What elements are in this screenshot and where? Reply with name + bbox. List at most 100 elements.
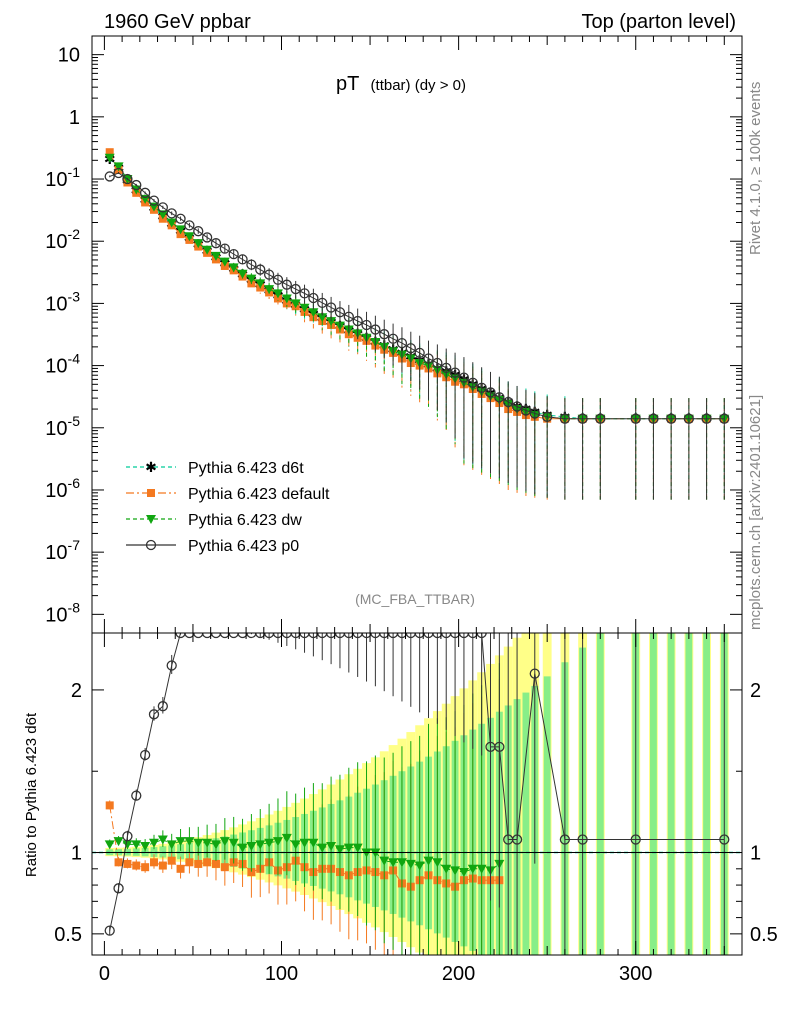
ratio-1-point (157, 835, 168, 845)
ratio-2-point (317, 633, 328, 639)
xtick-label: 200 (442, 963, 475, 985)
series-2-point (326, 317, 337, 327)
series-3-point (630, 413, 641, 424)
series-line-0 (109, 158, 725, 420)
ratio-2-point (352, 633, 363, 639)
ratio-1-point (166, 840, 177, 850)
ratio-2-point (423, 633, 434, 639)
main-ytick-exponent: -2 (68, 226, 81, 242)
series-3-point (511, 401, 523, 412)
ratio-2-point (246, 633, 257, 639)
series-3-point (520, 405, 532, 416)
ratio-2-point (361, 633, 372, 639)
ratio-1-point (414, 861, 425, 871)
ratio-band-green (543, 676, 551, 955)
main-ytick-label: 10-8 (45, 599, 80, 626)
ratio-band-green (522, 692, 530, 955)
series-1-point (105, 148, 114, 157)
ratio-1-point (334, 845, 345, 855)
ratio-plot-layer (92, 633, 742, 955)
ratio-0-point (141, 863, 150, 872)
series-3-point (458, 372, 470, 383)
main-ytick-label: 10-5 (45, 413, 80, 440)
ratio-0-point (220, 863, 229, 872)
ratio-0-point (185, 858, 194, 867)
ratio-2-point (148, 709, 160, 720)
series-3-point (139, 187, 151, 198)
series-3-point (542, 411, 553, 422)
series-3-point (387, 333, 399, 344)
ratio-2-point (577, 834, 588, 845)
ratio-1-point (210, 840, 221, 850)
series-3-point (343, 311, 354, 322)
ratio-2-point (630, 834, 641, 845)
ratio-2-point (113, 883, 124, 894)
series-3-point (396, 337, 408, 349)
ratio-1-point (396, 858, 407, 868)
ratio-2-point (449, 633, 461, 639)
main-ytick-base: 10 (45, 231, 67, 253)
ratio-2-point (405, 633, 416, 639)
ratio-ytick-label-right: 1 (750, 843, 761, 865)
main-ytick-exponent: -7 (68, 537, 81, 553)
ratio-0-point (167, 856, 176, 865)
ratio-1-point (405, 859, 416, 869)
series-3-point (219, 243, 230, 254)
ratio-2-point (104, 925, 115, 936)
series-3-point (290, 283, 301, 295)
ratio-0-point (176, 864, 185, 873)
legend-label-0: Pythia 6.423 d6t (188, 460, 304, 477)
series-2-point (272, 289, 283, 299)
main-ytick-exponent: -4 (68, 351, 81, 367)
main-ytick-exponent: -5 (68, 413, 81, 429)
series-3-point (414, 347, 425, 359)
series-2-point (281, 294, 292, 304)
series-3-point (148, 195, 160, 206)
main-ytick-base: 10 (45, 418, 67, 440)
ratio-1-point (219, 837, 230, 847)
ratio-0-point (114, 858, 123, 867)
series-3-point (379, 329, 390, 340)
ratio-0-point (158, 861, 167, 870)
series-3-point (503, 396, 514, 408)
ratio-2-point (432, 633, 443, 639)
ratio-ytick-label-left: 2 (71, 680, 82, 702)
ratio-2-point (272, 633, 284, 639)
series-3-point (559, 413, 571, 424)
ratio-1-point (202, 838, 213, 848)
series-2-point (157, 210, 168, 220)
ratio-2-point (719, 834, 730, 845)
ratio-0-point (203, 858, 212, 867)
series-3-point (122, 173, 133, 185)
main-ytick-label: 10-2 (45, 226, 80, 253)
main-ytick-label: 10-7 (45, 537, 80, 564)
ratio-2-point (193, 633, 204, 639)
ratio-2-point (228, 633, 239, 639)
series-3-point (719, 413, 730, 424)
series-3-point (325, 302, 337, 313)
ratio-2-point (237, 633, 248, 639)
series-3-point (255, 264, 266, 275)
series-3-point (683, 413, 695, 424)
ratio-2-point (441, 633, 452, 639)
ratio-line-2 (109, 633, 725, 931)
ratio-1-point (281, 833, 292, 843)
ratio-1-point (467, 864, 478, 874)
series-line-2 (109, 157, 725, 420)
main-ytick-base: 10 (45, 480, 67, 502)
ratio-1-point (264, 838, 275, 848)
mcplots-label: mcplots.cern.ch [arXiv:2401.10621] (747, 395, 764, 630)
series-3-point (361, 319, 372, 331)
ratio-bands (105, 633, 729, 955)
analysis-tag: (MC_FBA_TTBAR) (355, 591, 475, 607)
ratio-ytick-label-left: 0.5 (54, 924, 82, 946)
ratio-2-point (290, 633, 301, 639)
plot-title: pT (ttbar) (dy > 0) (336, 73, 466, 95)
series-2-point (219, 257, 230, 267)
series-2-point (166, 218, 177, 228)
legend-marker-0: ✱ (145, 459, 157, 475)
series-2-point (104, 153, 115, 163)
ratio-1-point (140, 842, 151, 852)
series-3-point (157, 202, 168, 213)
